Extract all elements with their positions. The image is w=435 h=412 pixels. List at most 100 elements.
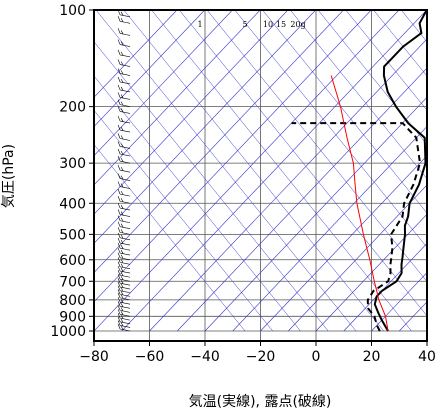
- wind-barb: [117, 99, 131, 107]
- dry-adiabat: [151, 10, 412, 332]
- x-tick-label: −60: [135, 349, 165, 365]
- wind-barb: [117, 196, 131, 204]
- wind-barb: [117, 106, 131, 114]
- dry-adiabat: [94, 41, 329, 332]
- y-tick-label: 600: [59, 253, 86, 269]
- y-tick-label: 700: [59, 274, 86, 290]
- mixing-ratio-label: 20g: [290, 20, 305, 29]
- wind-barb: [117, 28, 131, 36]
- wind-barb: [117, 227, 131, 235]
- isotherm: [232, 126, 427, 332]
- wind-barb: [117, 316, 131, 325]
- series-line: [330, 75, 389, 332]
- wind-barb: [117, 133, 131, 141]
- wind-barb: [117, 141, 131, 149]
- wind-barb: [117, 237, 131, 246]
- wind-barb: [117, 202, 131, 211]
- wind-barb: [117, 247, 131, 256]
- wind-barb: [117, 278, 131, 286]
- y-tick-label: 400: [59, 196, 86, 212]
- wind-barb: [117, 274, 131, 282]
- series-line: [291, 122, 422, 332]
- wind-barb: [117, 49, 131, 58]
- isotherm: [149, 38, 427, 332]
- isotherm-lines: [94, 10, 435, 332]
- isotherm: [94, 10, 178, 98]
- wind-barb: [117, 209, 131, 217]
- wind-barb: [117, 215, 131, 224]
- y-tick-label: 1000: [50, 324, 86, 340]
- wind-barb: [117, 305, 131, 313]
- dry-adiabat: [429, 10, 435, 331]
- wind-barb: [117, 16, 131, 24]
- isotherm: [204, 96, 427, 332]
- x-tick-label: 0: [312, 349, 321, 365]
- mixing-ratio-labels: 1 5 10 15 20g: [197, 20, 305, 29]
- isotherm: [94, 10, 289, 215]
- dry-adiabat: [290, 10, 427, 180]
- wind-barbs: [117, 9, 131, 332]
- dry-adiabat: [345, 10, 427, 111]
- isotherm: [94, 10, 261, 186]
- wind-barb: [117, 76, 131, 85]
- isotherm: [371, 272, 427, 332]
- series-line: [373, 10, 427, 332]
- wind-barb: [117, 84, 131, 93]
- dry-adiabat: [373, 10, 427, 77]
- dry-adiabat: [95, 10, 357, 332]
- x-tick-label: −80: [79, 349, 109, 365]
- wind-barb: [117, 92, 131, 100]
- x-axis-title: 気温(実線), 露点(破線): [189, 394, 332, 410]
- y-tick-label: 500: [59, 227, 86, 243]
- x-tick-label: 20: [363, 349, 381, 365]
- mixing-ratio-label: 15: [276, 20, 286, 29]
- x-tick-label: 40: [418, 349, 435, 365]
- isotherm: [260, 155, 427, 332]
- wind-barb: [117, 281, 131, 290]
- wind-barb: [117, 289, 131, 297]
- y-tick-label: 200: [59, 100, 86, 116]
- wind-barb: [117, 243, 131, 251]
- isotherm: [94, 10, 372, 303]
- wind-barb: [117, 292, 131, 301]
- dry-adiabat: [94, 75, 301, 332]
- y-tick-label: 300: [59, 156, 86, 172]
- wind-barb: [117, 232, 131, 241]
- x-tick-label: −40: [190, 349, 220, 365]
- y-tick-label: 800: [59, 293, 86, 309]
- isotherm: [121, 10, 427, 332]
- wind-barb: [117, 257, 131, 265]
- wind-barb: [117, 323, 131, 332]
- wind-barb: [117, 156, 131, 164]
- wind-barb: [117, 221, 131, 229]
- mixing-ratio-label: 5: [242, 20, 247, 29]
- wind-barb: [117, 252, 131, 261]
- wind-barb: [117, 173, 131, 181]
- isotherm: [315, 213, 427, 332]
- wind-barb: [117, 59, 131, 67]
- isotherm: [94, 10, 400, 332]
- isotherm: [94, 10, 344, 274]
- isotherm: [343, 242, 427, 332]
- wind-barb: [117, 115, 131, 124]
- wind-barb: [117, 313, 131, 321]
- dry-adiabat: [94, 144, 246, 332]
- wind-barb: [117, 297, 131, 305]
- x-tick-label: −20: [246, 349, 276, 365]
- series-lines: [291, 10, 427, 332]
- dry-adiabat: [94, 109, 273, 332]
- mixing-ratio-label: 1: [197, 20, 202, 29]
- isotherm: [94, 10, 233, 157]
- dry-adiabat: [179, 10, 427, 317]
- y-tick-label: 100: [59, 3, 86, 19]
- wind-barb: [117, 39, 131, 47]
- y-axis-title: 気圧(hPa): [1, 144, 17, 208]
- isotherm: [177, 67, 427, 332]
- dry-adiabat: [262, 10, 427, 214]
- wind-barb: [117, 265, 131, 274]
- wind-barb: [117, 309, 131, 317]
- dry-adiabat: [206, 10, 427, 283]
- dry-adiabat: [234, 10, 427, 248]
